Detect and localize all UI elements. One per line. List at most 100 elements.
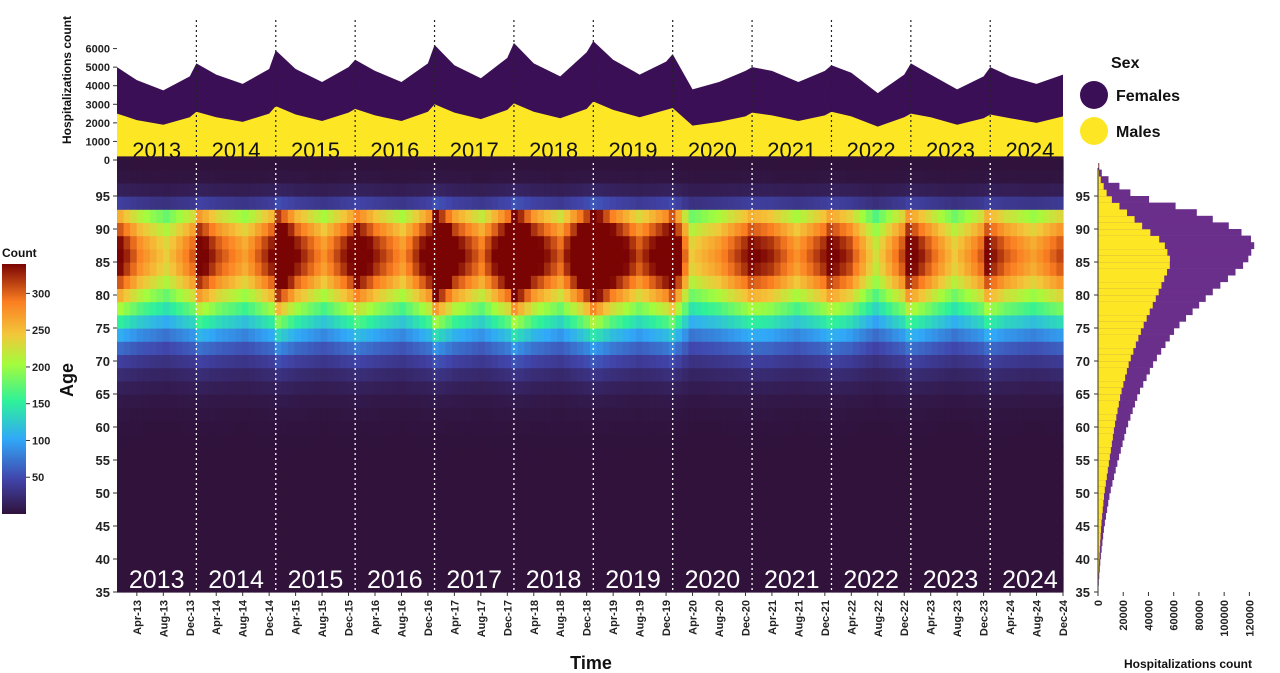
heatmap-cell bbox=[333, 512, 341, 527]
heatmap-cell bbox=[117, 182, 125, 197]
heatmap-cell bbox=[300, 156, 309, 171]
heatmap-cell bbox=[990, 473, 998, 487]
heatmap-cell bbox=[222, 169, 230, 184]
heatmap-cell bbox=[169, 182, 177, 197]
heatmap-cell bbox=[294, 446, 302, 461]
heatmap-cell bbox=[1036, 182, 1044, 197]
heatmap-cell bbox=[169, 565, 177, 580]
heatmap-cell bbox=[1049, 446, 1058, 461]
heatmap-cell bbox=[254, 182, 263, 197]
heatmap-cell bbox=[320, 341, 328, 355]
heatmap-cell bbox=[662, 473, 670, 487]
heatmap-cell bbox=[603, 248, 611, 263]
heatmap-cell bbox=[642, 209, 650, 223]
heatmap-cell bbox=[353, 248, 361, 263]
heatmap-cell bbox=[550, 354, 558, 369]
heatmap-cell bbox=[754, 222, 762, 237]
heatmap-cell bbox=[432, 420, 440, 435]
heatmap-cell bbox=[399, 367, 407, 382]
heatmap-cell bbox=[813, 446, 821, 461]
heatmap-cell bbox=[576, 565, 585, 580]
heatmap-cell bbox=[491, 486, 499, 501]
heatmap-cell bbox=[859, 222, 867, 237]
heatmap-cell bbox=[432, 394, 440, 408]
heatmap-cell bbox=[425, 341, 433, 355]
heatmap-cell bbox=[957, 341, 966, 355]
heatmap-cell bbox=[530, 526, 539, 540]
heatmap-cell bbox=[971, 275, 979, 289]
heatmap-cell bbox=[833, 222, 841, 237]
heatmap-cell bbox=[406, 499, 414, 514]
heatmap-cell bbox=[918, 499, 926, 514]
heatmap-cell bbox=[1003, 314, 1012, 329]
heatmap-cell bbox=[182, 539, 190, 553]
heatmap-cell bbox=[208, 222, 217, 237]
heatmap-cell bbox=[590, 526, 598, 540]
heatmap-cell bbox=[971, 248, 979, 263]
heatmap-cell bbox=[1010, 473, 1018, 487]
heatmap-cell bbox=[905, 473, 913, 487]
heatmap-cell bbox=[1036, 512, 1044, 527]
heatmap-cell bbox=[432, 341, 440, 355]
heatmap-cell bbox=[511, 222, 519, 237]
heatmap-cell bbox=[773, 446, 782, 461]
heatmap-cell bbox=[813, 314, 821, 329]
heatmap-cell bbox=[346, 354, 355, 369]
colorbar-tick-label: 50 bbox=[32, 472, 44, 484]
heatmap-cell bbox=[780, 314, 788, 329]
heatmap-cell bbox=[773, 169, 782, 184]
heatmap-cell bbox=[813, 196, 821, 210]
heatmap-cell bbox=[859, 235, 867, 250]
heatmap-cell bbox=[1023, 182, 1031, 197]
heatmap-cell bbox=[826, 433, 834, 448]
heatmap-cell bbox=[767, 394, 775, 408]
heatmap-cell bbox=[754, 328, 762, 342]
heatmap-cell bbox=[721, 578, 729, 593]
heatmap-cell bbox=[412, 314, 420, 329]
heatmap-cell bbox=[346, 539, 355, 553]
heatmap-cell bbox=[353, 473, 361, 487]
heatmap-cell bbox=[727, 565, 736, 580]
heatmap-cell bbox=[1049, 354, 1058, 369]
heatmap-cell bbox=[1030, 446, 1038, 461]
heatmap-cell bbox=[1049, 182, 1058, 197]
heatmap-cell bbox=[478, 222, 486, 237]
heatmap-cell bbox=[478, 367, 486, 382]
heatmap-cell bbox=[458, 578, 466, 593]
heatmap-cell bbox=[176, 367, 184, 382]
heatmap-cell bbox=[760, 552, 768, 567]
heatmap-cell bbox=[767, 341, 775, 355]
heatmap-cell bbox=[248, 446, 256, 461]
heatmap-cell bbox=[655, 354, 663, 369]
heatmap-cell bbox=[977, 275, 985, 289]
males-bar bbox=[1098, 407, 1118, 415]
heatmap-cell bbox=[123, 380, 131, 395]
heatmap-cell bbox=[504, 394, 512, 408]
heatmap-cell bbox=[438, 328, 447, 342]
heatmap-cell bbox=[208, 407, 217, 421]
heatmap-cell bbox=[346, 156, 355, 171]
heatmap-cell bbox=[156, 539, 164, 553]
heatmap-cell bbox=[314, 169, 322, 184]
heatmap-cell bbox=[195, 209, 203, 223]
heatmap-cell bbox=[281, 380, 289, 395]
heatmap-cell bbox=[727, 222, 736, 237]
heatmap-cell bbox=[911, 262, 920, 276]
heatmap-cell bbox=[865, 209, 874, 223]
heatmap-cell bbox=[438, 433, 447, 448]
heatmap-cell bbox=[977, 235, 985, 250]
heatmap-cell bbox=[813, 222, 821, 237]
heatmap-cell bbox=[649, 526, 657, 540]
heatmap-cell bbox=[156, 262, 164, 276]
heatmap-cell bbox=[734, 380, 742, 395]
heatmap-cell bbox=[156, 512, 164, 527]
heatmap-cell bbox=[806, 473, 814, 487]
heatmap-cell bbox=[642, 314, 650, 329]
heatmap-cell bbox=[320, 512, 328, 527]
heatmap-cell bbox=[688, 354, 696, 369]
heatmap-cell bbox=[195, 446, 203, 461]
heatmap-ytick-label: 45 bbox=[96, 519, 110, 534]
heatmap-cell bbox=[176, 539, 184, 553]
heatmap-cell bbox=[215, 499, 223, 514]
heatmap-cell bbox=[228, 169, 236, 184]
